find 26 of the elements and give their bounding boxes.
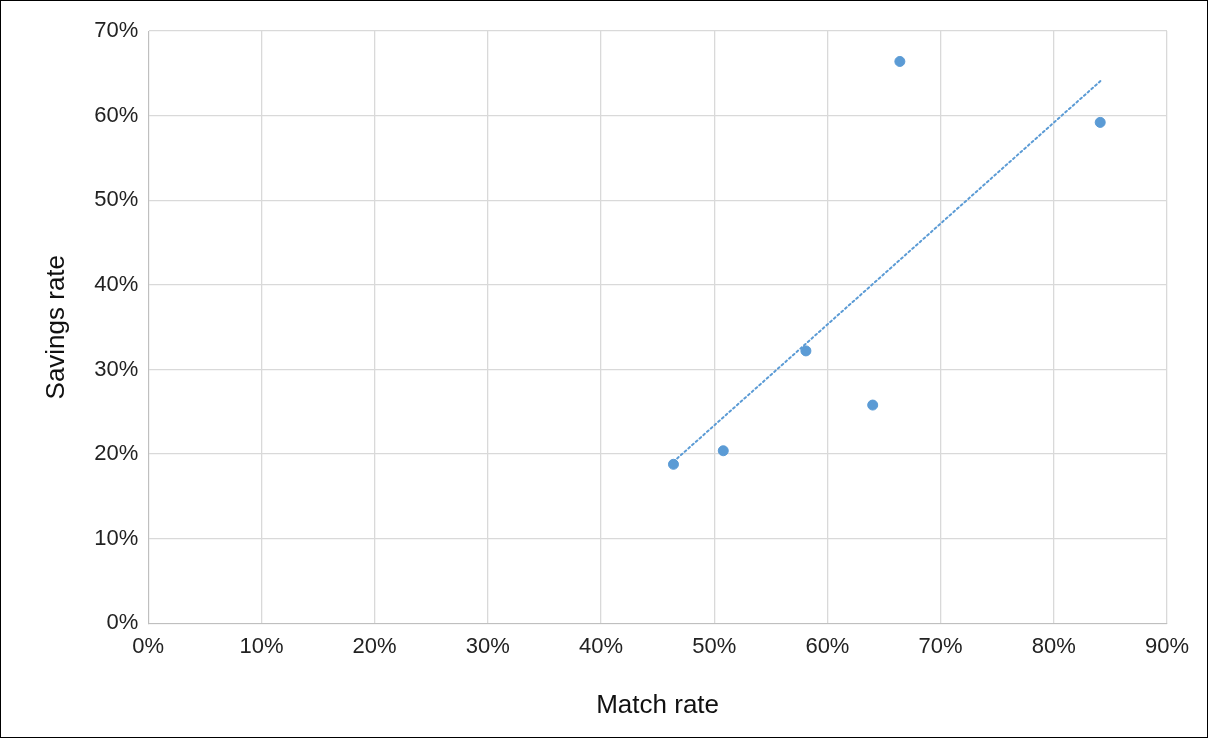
y-tick-label: 70%: [94, 17, 139, 43]
y-tick-label: 20%: [94, 440, 139, 466]
x-axis-title: Match rate: [596, 688, 720, 719]
x-tick-label: 60%: [805, 632, 850, 658]
point: [894, 55, 906, 67]
point: [1094, 116, 1106, 128]
x-tick-label: 70%: [918, 632, 963, 658]
x-tick-label: 80%: [1031, 632, 1076, 658]
x-tick-label: 0%: [132, 632, 165, 658]
x-tick-label: 10%: [239, 632, 284, 658]
point: [717, 445, 729, 457]
x-tick-label: 90%: [1144, 632, 1190, 658]
x-tick-label: 30%: [465, 632, 510, 658]
x-tick-label: 50%: [692, 632, 737, 658]
x-tick-label: 20%: [352, 632, 397, 658]
point: [667, 458, 679, 470]
y-tick-label: 50%: [94, 186, 139, 212]
y-tick-label: 0%: [106, 609, 139, 635]
y-tick-label: 40%: [94, 270, 139, 296]
point: [867, 399, 879, 411]
x-tick-label: 40%: [578, 632, 624, 658]
y-tick-label: 60%: [94, 101, 139, 127]
y-tick-label: 10%: [94, 524, 139, 550]
point: [800, 345, 812, 357]
y-axis-title: Savings rate: [39, 254, 70, 400]
y-tick-label: 30%: [94, 355, 139, 381]
